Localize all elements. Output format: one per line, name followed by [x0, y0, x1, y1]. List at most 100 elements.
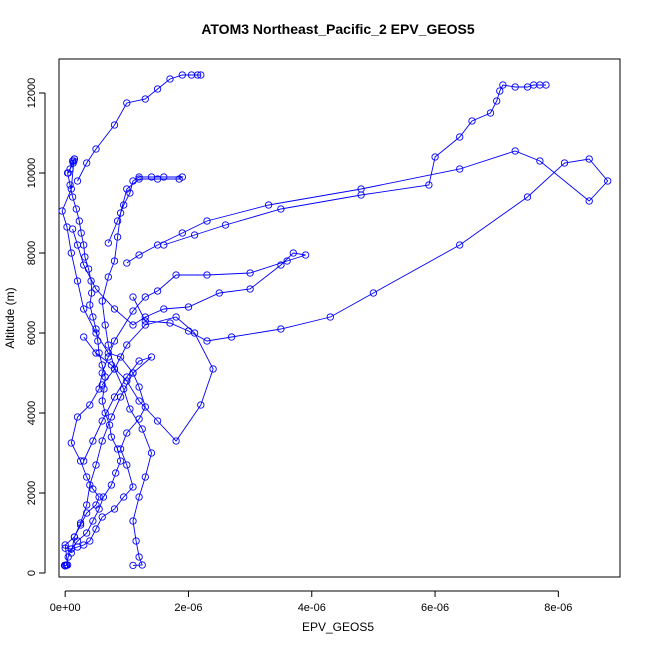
data-point — [89, 437, 97, 445]
data-point — [107, 481, 116, 489]
data-point — [72, 205, 80, 213]
data-point — [203, 217, 211, 225]
data-point — [456, 133, 464, 141]
data-point — [92, 501, 100, 509]
y-axis-label: Altitude (m) — [3, 287, 17, 348]
data-point — [67, 185, 75, 193]
data-point — [95, 493, 103, 501]
data-point — [153, 175, 162, 183]
data-point — [357, 191, 365, 199]
x-tick-label: 4e-06 — [298, 602, 326, 614]
data-point — [129, 307, 137, 315]
data-point — [68, 193, 77, 201]
data-point — [301, 251, 310, 259]
data-point — [138, 425, 146, 433]
data-point — [141, 403, 149, 411]
data-point — [110, 337, 119, 345]
data-point — [326, 313, 334, 321]
series-line — [126, 150, 609, 342]
data-point — [135, 251, 143, 259]
data-point — [89, 313, 97, 321]
x-tick-label: 2e-06 — [174, 602, 202, 614]
data-point — [153, 85, 162, 93]
data-point — [172, 271, 180, 279]
y-tick-label: 10000 — [26, 158, 38, 189]
data-point — [63, 223, 71, 231]
data-point — [456, 165, 464, 173]
data-point — [92, 349, 100, 357]
data-point — [86, 301, 94, 309]
data-point — [110, 121, 119, 129]
data-point — [129, 293, 137, 301]
data-point — [116, 209, 125, 217]
x-tick-label: 0e+00 — [50, 602, 81, 614]
data-point — [135, 397, 143, 405]
data-point — [246, 269, 254, 277]
series-1 — [60, 155, 125, 570]
data-point — [246, 285, 254, 293]
series-4 — [98, 173, 186, 570]
data-point — [64, 169, 72, 177]
data-point — [110, 305, 119, 313]
data-point — [88, 289, 96, 297]
y-tick-label: 0 — [26, 570, 38, 576]
data-point — [486, 109, 495, 117]
data-point — [67, 439, 75, 447]
data-point — [98, 513, 106, 521]
data-point — [129, 321, 137, 329]
data-point — [141, 317, 149, 325]
data-point — [585, 155, 593, 163]
data-point — [197, 401, 205, 409]
data-point — [110, 257, 119, 265]
series-8 — [80, 313, 217, 445]
data-point — [81, 253, 89, 261]
series-line — [83, 316, 214, 442]
data-point — [123, 259, 131, 267]
data-point — [215, 289, 223, 297]
data-point — [184, 303, 193, 311]
data-point — [92, 525, 100, 533]
data-point — [135, 173, 143, 181]
data-point — [511, 147, 519, 155]
data-point — [86, 401, 94, 409]
data-point — [499, 81, 507, 89]
data-point — [80, 305, 88, 313]
data-point — [160, 241, 168, 249]
data-point — [178, 229, 186, 237]
data-point — [129, 517, 137, 525]
data-point — [92, 285, 100, 293]
series-5 — [123, 147, 612, 345]
data-point — [536, 157, 544, 165]
series-line — [64, 228, 306, 567]
data-point — [70, 157, 78, 165]
data-point — [80, 457, 88, 465]
data-point — [86, 537, 94, 545]
data-point — [277, 325, 285, 333]
data-point — [277, 205, 285, 213]
y-tick-label: 2000 — [26, 481, 38, 505]
data-point — [104, 273, 112, 281]
data-point — [129, 483, 137, 491]
data-point — [112, 469, 120, 477]
data-point — [107, 433, 116, 441]
data-point — [221, 221, 230, 229]
data-point — [135, 493, 143, 501]
data-point — [496, 87, 504, 95]
data-point — [166, 75, 174, 83]
data-point — [58, 207, 66, 215]
data-point — [67, 249, 75, 257]
y-axis: 0 2000 4000 6000 8000 10000 12000 — [26, 78, 46, 576]
data-point — [67, 549, 75, 557]
series-6 — [160, 81, 550, 249]
data-point — [89, 517, 97, 525]
data-point — [98, 369, 106, 377]
data-point — [83, 473, 91, 481]
data-point — [203, 271, 211, 279]
data-point — [604, 177, 612, 185]
data-point — [493, 97, 501, 105]
series-line — [163, 84, 546, 246]
y-tick-label: 12000 — [26, 78, 38, 109]
data-point — [116, 353, 125, 361]
